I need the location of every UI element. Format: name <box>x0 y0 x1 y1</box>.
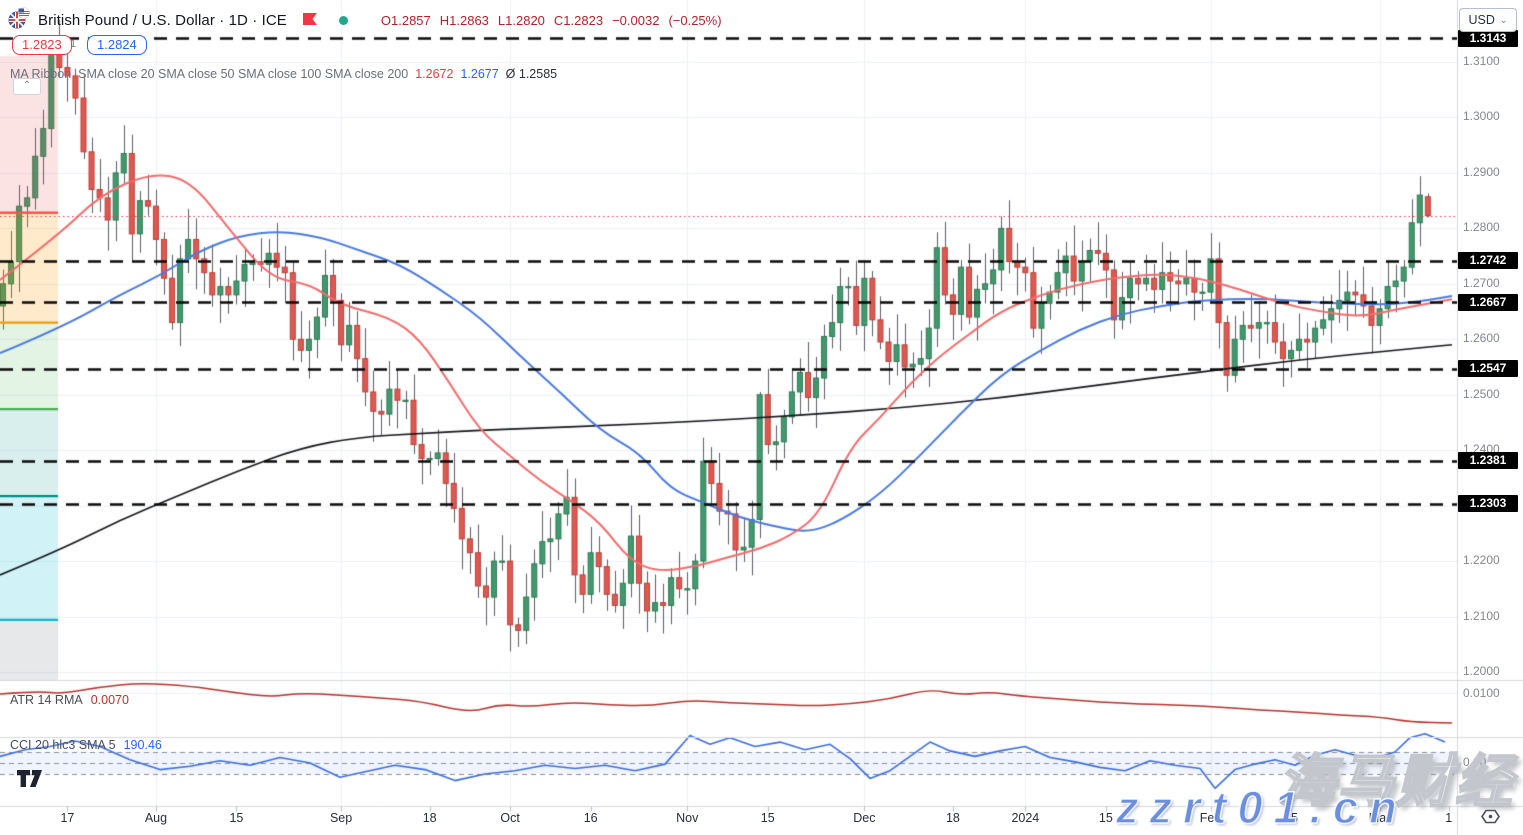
time-axis-label: 16 <box>583 811 598 825</box>
level-price-badge[interactable]: 1.2303 <box>1458 495 1518 513</box>
indicator-params: SMA close 20 SMA close 50 SMA close 100 … <box>78 67 409 81</box>
level-price-badge[interactable]: 1.2742 <box>1458 252 1518 269</box>
atr-name[interactable]: ATR 14 RMA <box>10 693 83 707</box>
time-axis-label: Feb <box>1199 811 1222 825</box>
level-price-badge[interactable]: 1.2667 <box>1458 293 1518 311</box>
change-pct-value: (−0.25%) <box>668 13 722 28</box>
price-axis-label: 1.2600 <box>1463 331 1500 346</box>
time-axis-label: 17 <box>60 811 75 825</box>
time-axis-label: Mar <box>1368 811 1391 825</box>
time-axis-label: Dec <box>853 811 876 825</box>
close-value: C1.2823 <box>553 13 604 28</box>
level-price-badge[interactable]: 1.3143 <box>1458 29 1518 47</box>
time-axis-label: 18 <box>945 811 960 825</box>
price-axis-label: 1.2700 <box>1463 275 1500 290</box>
price-alert-label-red[interactable]: 1.2823 <box>12 35 72 55</box>
ohlc-legend: O1.2857 H1.2863 L1.2820 C1.2823 −0.0032 … <box>381 13 722 28</box>
low-value: L1.2820 <box>497 13 545 28</box>
price-axis-label: 1.3000 <box>1463 109 1500 124</box>
level-price-badge[interactable]: 1.2381 <box>1458 452 1518 470</box>
indicator-name[interactable]: MA Ribbon <box>10 67 72 81</box>
ma-ribbon-legend: MA Ribbon SMA close 20 SMA close 50 SMA … <box>10 67 557 81</box>
change-value: −0.0032 <box>612 13 660 28</box>
time-axis-label: Aug <box>144 811 168 825</box>
high-value: H1.2863 <box>439 13 489 28</box>
level-price-badge[interactable]: 1.2547 <box>1458 360 1518 378</box>
chevron-up-icon: ⌃ <box>22 80 32 91</box>
atr-axis-label: 0.0100 <box>1463 686 1500 700</box>
cci-axis-label: 0.00 <box>1463 755 1487 769</box>
chart-header: British Pound / U.S. Dollar · 1D · ICE O… <box>8 7 722 34</box>
hexagon-icon[interactable] <box>1481 807 1500 831</box>
price-axis-label: 1.3100 <box>1463 54 1500 68</box>
symbol-title[interactable]: British Pound / U.S. Dollar · 1D · ICE <box>38 12 287 29</box>
time-axis-label: 15 <box>1098 811 1113 825</box>
chevron-down-icon: ⌄ <box>1499 14 1508 25</box>
red-flag-icon[interactable] <box>302 12 318 30</box>
price-axis-label: 1.2800 <box>1463 220 1500 235</box>
tradingview-logo[interactable] <box>17 770 46 793</box>
time-axis-label: Sep <box>329 811 353 825</box>
time-axis-label: 18 <box>422 811 437 825</box>
market-status-dot[interactable] <box>338 16 348 25</box>
price-alert-label-blue[interactable]: 1.2824 <box>87 35 147 55</box>
time-axis-label: 15 <box>1284 811 1298 825</box>
time-axis-label: 15 <box>229 811 244 825</box>
alert-count-label: 1 <box>70 38 77 50</box>
time-axis-label: 2024 <box>1011 811 1040 825</box>
atr-legend: ATR 14 RMA 0.0070 <box>10 693 129 707</box>
time-axis-label: Nov <box>676 811 699 825</box>
time-axis-label: 15 <box>760 811 775 825</box>
symbol-flags-icon[interactable] <box>8 7 31 34</box>
time-axis-label: 1 <box>1445 811 1453 825</box>
currency-dropdown[interactable]: USD ⌄ <box>1459 8 1517 32</box>
open-value: O1.2857 <box>380 13 431 28</box>
price-axis-label: 1.2900 <box>1463 164 1500 179</box>
sma20-value: 1.2672 <box>415 67 454 81</box>
cci-legend: CCI 20 hlc3 SMA 5 190.46 <box>10 738 162 752</box>
price-axis-label: 1.2100 <box>1463 608 1500 623</box>
time-axis-label: Oct <box>500 811 520 825</box>
price-axis-label: 1.2000 <box>1463 663 1500 678</box>
sma-avg-value: Ø 1.2585 <box>505 67 558 81</box>
price-axis-label: 1.2500 <box>1463 386 1500 401</box>
currency-label: USD <box>1468 13 1495 27</box>
collapse-legend-button[interactable]: ⌃ <box>13 78 41 95</box>
sma50-value: 1.2677 <box>460 67 499 81</box>
cci-name[interactable]: CCI 20 hlc3 SMA 5 <box>10 738 116 752</box>
atr-value: 0.0070 <box>90 693 129 707</box>
price-axis-label: 1.2200 <box>1463 553 1500 568</box>
cci-value: 190.46 <box>123 738 162 752</box>
